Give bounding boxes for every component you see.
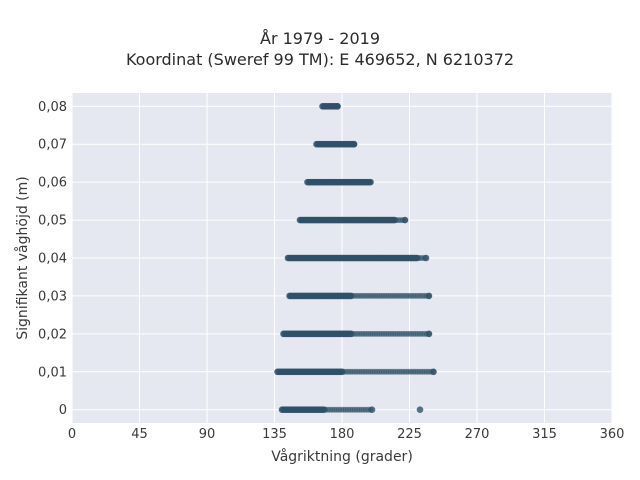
y-axis-title: Signifikant våghöjd (m) (14, 176, 31, 339)
y-tick-label: 0 (59, 403, 67, 418)
x-tick-label: 135 (262, 427, 287, 442)
data-points (274, 102, 437, 414)
y-tick-label: 0,03 (38, 289, 67, 304)
data-point (430, 368, 437, 376)
data-point (350, 140, 358, 148)
chart-title-line-1: År 1979 - 2019 (260, 29, 380, 48)
data-point (422, 254, 430, 262)
data-point (368, 406, 376, 414)
data-point-outlier (416, 406, 424, 414)
x-tick-labels: 0 45 90 135 180 225 270 315 360 (68, 427, 625, 442)
data-point (401, 216, 409, 224)
y-tick-label: 0,06 (38, 176, 67, 191)
x-tick-label: 90 (199, 427, 216, 442)
x-tick-label: 360 (600, 427, 625, 442)
y-tick-labels: 0 0,01 0,02 0,03 0,04 0,05 0,06 0,07 0,08 (38, 100, 67, 418)
data-point (425, 292, 433, 300)
y-tick-label: 0,05 (38, 214, 67, 229)
data-point (334, 102, 341, 110)
y-tick-label: 0,02 (38, 327, 67, 342)
x-tick-label: 0 (68, 427, 76, 442)
y-tick-label: 0,01 (38, 365, 67, 380)
x-tick-label: 315 (532, 427, 557, 442)
x-tick-label: 45 (131, 427, 148, 442)
chart-title-line-2: Koordinat (Sweref 99 TM): E 469652, N 62… (125, 50, 515, 69)
x-axis-title: Vågriktning (grader) (271, 448, 413, 465)
x-tick-label: 180 (330, 427, 355, 442)
y-tick-label: 0,04 (38, 252, 67, 267)
x-tick-label: 270 (465, 427, 490, 442)
x-tick-label: 225 (397, 427, 422, 442)
data-point (425, 330, 433, 338)
y-tick-label: 0,07 (38, 138, 67, 153)
data-point (367, 178, 374, 186)
y-tick-label: 0,08 (38, 100, 67, 115)
